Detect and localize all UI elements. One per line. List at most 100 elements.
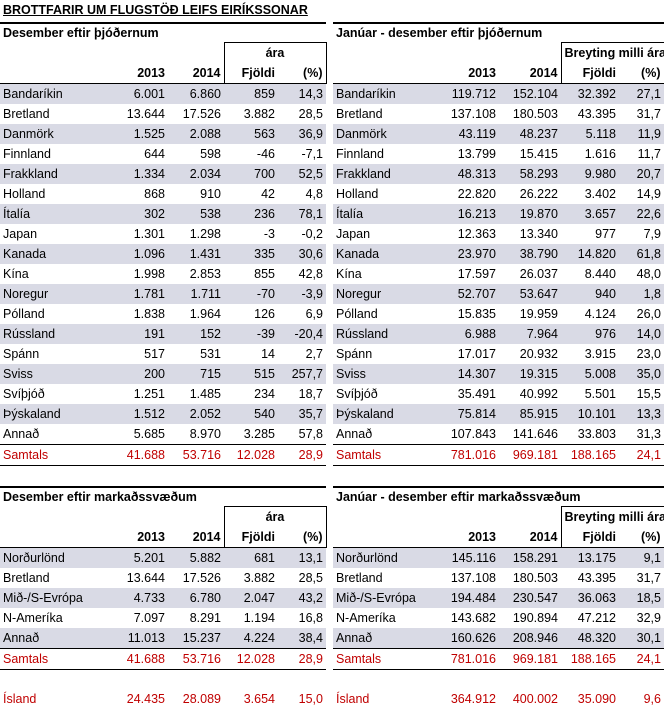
group-header-row: ára bbox=[0, 506, 327, 527]
row-label: Annað bbox=[333, 628, 437, 649]
value-pct: 11,9 bbox=[619, 124, 664, 144]
col-2013: 2013 bbox=[437, 63, 499, 84]
value-pct: 22,6 bbox=[619, 204, 664, 224]
table-year-nationality: Breyting milli ára 2013 2014 Fjöldi (%) … bbox=[333, 42, 664, 466]
table-row: Kanada 23.970 38.790 14.820 61,8 bbox=[333, 244, 664, 264]
value-2014: 969.181 bbox=[499, 444, 561, 466]
row-label: Danmörk bbox=[333, 124, 437, 144]
value-2014: 20.932 bbox=[499, 344, 561, 364]
value-fjoldi: 43.395 bbox=[561, 104, 619, 124]
value-fjoldi: 3.657 bbox=[561, 204, 619, 224]
value-2014: 158.291 bbox=[499, 547, 561, 568]
value-2013: 781.016 bbox=[437, 648, 499, 670]
table-row: Pólland 1.838 1.964 126 6,9 bbox=[0, 304, 326, 324]
value-2014: 40.992 bbox=[499, 384, 561, 404]
value-fjoldi: 335 bbox=[224, 244, 278, 264]
value-fjoldi: 10.101 bbox=[561, 404, 619, 424]
value-fjoldi: 32.392 bbox=[561, 83, 619, 104]
table-iceland-december: Ísland 24.435 28.089 3.654 15,0 bbox=[0, 689, 326, 709]
value-fjoldi: 126 bbox=[224, 304, 278, 324]
row-label: Finnland bbox=[0, 144, 112, 164]
column-header-row: 2013 2014 Fjöldi (%) bbox=[0, 527, 327, 548]
iceland-row: Ísland 24.435 28.089 3.654 15,0 bbox=[0, 689, 326, 709]
value-pct: 1,8 bbox=[619, 284, 664, 304]
value-pct: 38,4 bbox=[278, 628, 326, 649]
col-pct: (%) bbox=[278, 527, 327, 548]
panel-year-nationality: Janúar - desember eftir þjóðernum Breyti… bbox=[333, 22, 664, 466]
row-label: Frakkland bbox=[0, 164, 112, 184]
table-row: Annað 160.626 208.946 48.320 30,1 bbox=[333, 628, 664, 649]
value-2013: 107.843 bbox=[437, 424, 499, 445]
value-2013: 137.108 bbox=[437, 568, 499, 588]
value-fjoldi: 515 bbox=[224, 364, 278, 384]
row-label: Bandaríkin bbox=[333, 83, 437, 104]
iceland-row: Ísland 364.912 400.002 35.090 9,6 bbox=[333, 689, 664, 709]
value-2014: 230.547 bbox=[499, 588, 561, 608]
value-2013: 48.313 bbox=[437, 164, 499, 184]
value-pct: 43,2 bbox=[278, 588, 326, 608]
value-pct: 15,5 bbox=[619, 384, 664, 404]
value-fjoldi: 236 bbox=[224, 204, 278, 224]
value-pct: 42,8 bbox=[278, 264, 326, 284]
value-2014: 1.964 bbox=[168, 304, 224, 324]
value-2014: 598 bbox=[168, 144, 224, 164]
value-pct: 6,9 bbox=[278, 304, 326, 324]
row-label: Bretland bbox=[0, 104, 112, 124]
section-title: Desember eftir markaðssvæðum bbox=[0, 486, 326, 506]
col-2014: 2014 bbox=[499, 63, 561, 84]
table-row: Pólland 15.835 19.959 4.124 26,0 bbox=[333, 304, 664, 324]
value-2014: 6.860 bbox=[168, 83, 224, 104]
value-2013: 119.712 bbox=[437, 83, 499, 104]
value-fjoldi: 700 bbox=[224, 164, 278, 184]
row-label: Samtals bbox=[0, 444, 112, 466]
col-fjoldi: Fjöldi bbox=[560, 63, 619, 84]
value-2014: 1.711 bbox=[168, 284, 224, 304]
table-row: Sviss 200 715 515 257,7 bbox=[0, 364, 326, 384]
table-row: Ítalía 16.213 19.870 3.657 22,6 bbox=[333, 204, 664, 224]
table-row: Holland 22.820 26.222 3.402 14,9 bbox=[333, 184, 664, 204]
value-pct: 20,7 bbox=[619, 164, 664, 184]
panel-december-nationality: Desember eftir þjóðernum ára 2013 2014 F… bbox=[0, 22, 327, 466]
value-2013: 22.820 bbox=[437, 184, 499, 204]
value-2014: 28.089 bbox=[182, 692, 221, 706]
value-2014: 2.052 bbox=[168, 404, 224, 424]
value-2014: 180.503 bbox=[499, 104, 561, 124]
value-2014: 1.298 bbox=[168, 224, 224, 244]
value-2014: 2.088 bbox=[168, 124, 224, 144]
row-label: Rússland bbox=[333, 324, 437, 344]
row-label: Japan bbox=[0, 224, 112, 244]
group-header-ara: ára bbox=[223, 506, 327, 527]
table-row: Bandaríkin 119.712 152.104 32.392 27,1 bbox=[333, 83, 664, 104]
value-2014: 6.780 bbox=[168, 588, 224, 608]
table-row: Annað 11.013 15.237 4.224 38,4 bbox=[0, 628, 326, 649]
row-label: Ítalía bbox=[0, 204, 112, 224]
value-2013: 52.707 bbox=[437, 284, 499, 304]
value-fjoldi: 3.915 bbox=[561, 344, 619, 364]
value-fjoldi: 9.980 bbox=[561, 164, 619, 184]
value-2013: 1.512 bbox=[112, 404, 168, 424]
table-row: Bretland 13.644 17.526 3.882 28,5 bbox=[0, 104, 326, 124]
table-row: Danmörk 43.119 48.237 5.118 11,9 bbox=[333, 124, 664, 144]
value-2014: 38.790 bbox=[499, 244, 561, 264]
value-2014: 910 bbox=[168, 184, 224, 204]
value-pct: -3,9 bbox=[278, 284, 326, 304]
value-fjoldi: 14.820 bbox=[561, 244, 619, 264]
row-label: Kína bbox=[333, 264, 437, 284]
row-label: Sviss bbox=[333, 364, 437, 384]
value-2014: 2.853 bbox=[168, 264, 224, 284]
value-2013: 12.363 bbox=[437, 224, 499, 244]
table-row: Þýskaland 75.814 85.915 10.101 13,3 bbox=[333, 404, 664, 424]
value-pct: 35,7 bbox=[278, 404, 326, 424]
row-label: Noregur bbox=[333, 284, 437, 304]
value-2013: 1.838 bbox=[112, 304, 168, 324]
value-fjoldi: 5.118 bbox=[561, 124, 619, 144]
col-fjoldi: Fjöldi bbox=[223, 527, 278, 548]
value-pct: 57,8 bbox=[278, 424, 326, 445]
table-row: Ítalía 302 538 236 78,1 bbox=[0, 204, 326, 224]
value-fjoldi: 940 bbox=[561, 284, 619, 304]
value-fjoldi: 13.175 bbox=[561, 547, 619, 568]
value-pct: 31,7 bbox=[619, 104, 664, 124]
table-row: Noregur 1.781 1.711 -70 -3,9 bbox=[0, 284, 326, 304]
value-2013: 14.307 bbox=[437, 364, 499, 384]
value-fjoldi: -39 bbox=[224, 324, 278, 344]
